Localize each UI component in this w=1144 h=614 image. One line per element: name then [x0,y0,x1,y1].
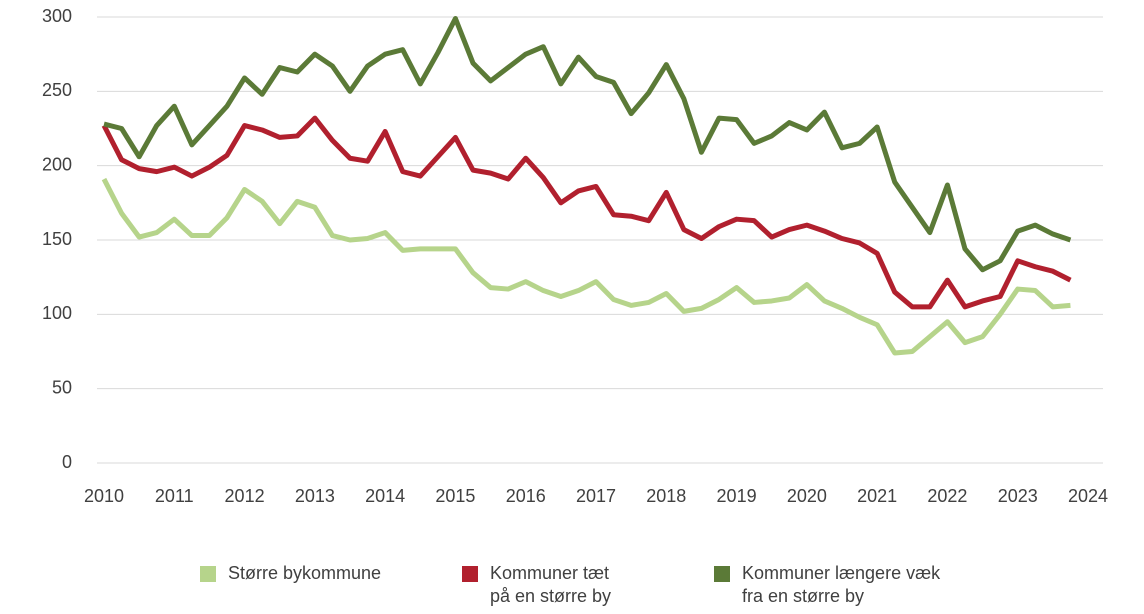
x-tick-label: 2013 [295,486,335,506]
series-line [101,115,1072,310]
x-tick-label: 2024 [1068,486,1108,506]
y-tick-label: 50 [52,377,72,397]
x-tick-label: 2012 [225,486,265,506]
x-tick-label: 2015 [435,486,475,506]
x-tick-label: 2022 [927,486,967,506]
y-tick-label: 0 [62,452,72,472]
x-tick-label: 2014 [365,486,405,506]
x-tick-label: 2023 [998,486,1038,506]
legend-swatch [462,566,478,582]
series-line [101,177,1071,356]
legend-swatch [714,566,730,582]
legend-label: Kommuner tæt på en større by [490,563,612,606]
legend-swatch [200,566,216,582]
x-tick-label: 2019 [717,486,757,506]
legend-item: Større bykommune [200,562,381,585]
x-tick-label: 2021 [857,486,897,506]
x-tick-label: 2017 [576,486,616,506]
y-tick-label: 300 [42,6,72,26]
series-line [103,15,1072,273]
legend-item: Kommuner længere væk fra en større by [714,562,940,608]
y-tick-label: 100 [42,303,72,323]
legend-label: Kommuner længere væk fra en større by [742,563,941,606]
y-tick-label: 150 [42,229,72,249]
x-tick-label: 2011 [155,486,194,506]
y-tick-label: 200 [42,154,72,174]
x-tick-label: 2016 [506,486,546,506]
x-tick-label: 2010 [84,486,124,506]
legend-item: Kommuner tæt på en større by [462,562,611,608]
x-tick-label: 2020 [787,486,827,506]
y-tick-label: 250 [42,80,72,100]
legend-label: Større bykommune [228,563,382,583]
x-tick-label: 2018 [646,486,686,506]
